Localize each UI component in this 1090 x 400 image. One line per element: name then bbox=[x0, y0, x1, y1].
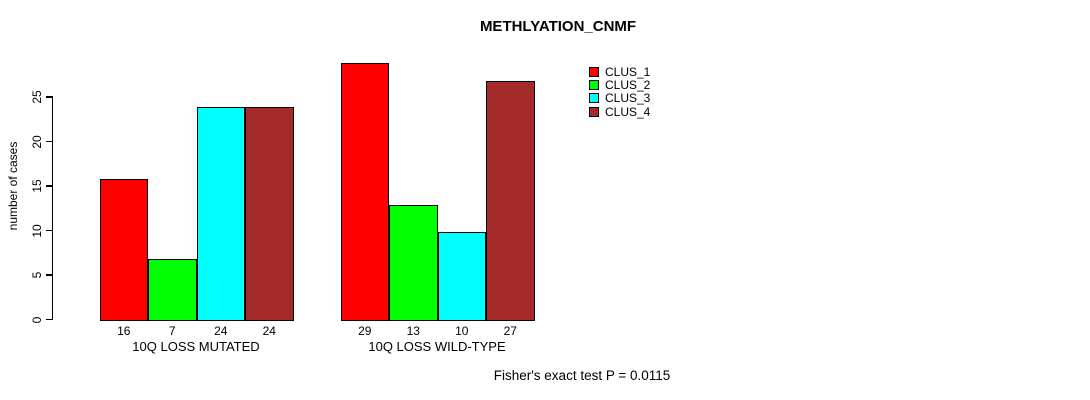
x-category-label-mutated: 10Q LOSS MUTATED bbox=[132, 339, 260, 354]
y-tick-label: 5 bbox=[29, 271, 44, 279]
y-tick-label: 10 bbox=[29, 223, 44, 238]
chart-title: METHLYATION_CNMF bbox=[479, 18, 637, 35]
legend-swatch bbox=[589, 80, 599, 91]
bar-value-label: 13 bbox=[406, 324, 420, 338]
legend-label: CLUS_1 bbox=[605, 64, 651, 79]
bar-value-label: 24 bbox=[214, 324, 228, 338]
bar-value-label: 29 bbox=[358, 324, 372, 338]
bar-value-label: 16 bbox=[117, 324, 131, 338]
legend-item: CLUS_3 bbox=[589, 92, 650, 105]
bar-clus_2-g1 bbox=[148, 258, 197, 321]
bar-clus_2-g2 bbox=[389, 205, 438, 321]
legend-swatch bbox=[589, 66, 599, 77]
bar-clus_1-g1 bbox=[99, 178, 148, 321]
y-tick bbox=[45, 274, 52, 276]
bar-clus_3-g1 bbox=[196, 107, 245, 321]
bar-clus_4-g2 bbox=[486, 80, 535, 321]
bar-clus_1-g2 bbox=[340, 62, 389, 321]
y-tick-label: 25 bbox=[29, 90, 44, 104]
y-tick bbox=[45, 185, 52, 187]
legend-swatch bbox=[589, 93, 599, 104]
bar-value-label: 27 bbox=[503, 324, 517, 338]
annotation-text: Fisher's exact test P = 0.0115 bbox=[493, 368, 671, 383]
legend-label: CLUS_2 bbox=[605, 78, 651, 93]
legend-item: CLUS_1 bbox=[589, 65, 650, 78]
y-axis-line bbox=[51, 96, 53, 321]
legend: CLUS_1 CLUS_2 CLUS_3 CLUS_4 bbox=[589, 65, 650, 119]
bar-clus_3-g2 bbox=[437, 232, 486, 321]
bar-value-label: 24 bbox=[262, 324, 276, 338]
y-tick-label: 20 bbox=[29, 134, 44, 149]
bar-value-label: 7 bbox=[168, 324, 176, 338]
y-tick bbox=[45, 318, 52, 321]
bar-value-label: 10 bbox=[455, 324, 469, 338]
legend-label: CLUS_4 bbox=[605, 104, 651, 119]
legend-item: CLUS_4 bbox=[589, 105, 650, 118]
legend-swatch bbox=[589, 106, 599, 117]
x-category-label-wild-type: 10Q LOSS WILD-TYPE bbox=[368, 339, 506, 354]
y-tick-label: 0 bbox=[29, 316, 44, 323]
y-tick bbox=[45, 140, 52, 143]
y-tick bbox=[45, 229, 52, 232]
y-tick bbox=[45, 96, 52, 98]
legend-label: CLUS_3 bbox=[605, 91, 651, 106]
y-tick-label: 15 bbox=[29, 179, 44, 193]
legend-item: CLUS_2 bbox=[589, 78, 650, 91]
y-axis-label: number of cases bbox=[6, 141, 20, 231]
bar-clus_4-g1 bbox=[245, 107, 294, 321]
